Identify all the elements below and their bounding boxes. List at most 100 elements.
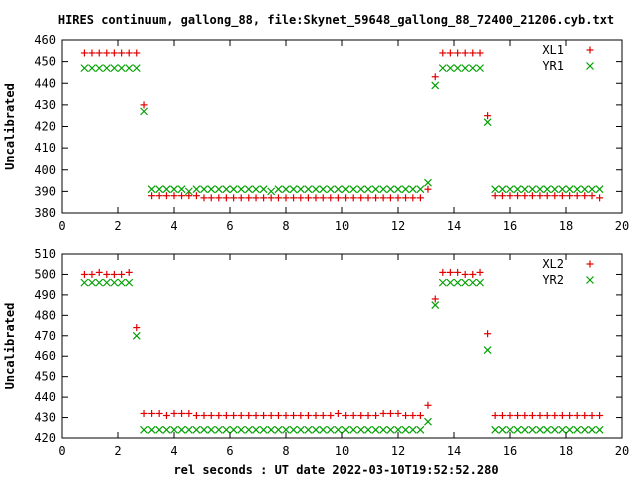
bottom-panel: 0 2 4 6 8 10 12 14 16 18 20 420 430 440 450 460 470 480 49… (3, 247, 629, 458)
x-tick-label: 10 (335, 444, 349, 458)
x-tick-label: 8 (282, 444, 289, 458)
data-point-yr2 (588, 425, 596, 434)
data-point-yr2 (483, 346, 492, 355)
data-point-xl1 (521, 192, 529, 200)
data-point-yr2 (528, 425, 537, 434)
data-point-yr2 (513, 425, 522, 434)
data-point-yr2 (312, 425, 320, 434)
figure-title: HIRES continuum, gallong_88, file:Skynet… (58, 13, 614, 28)
marker-stroke (214, 425, 223, 434)
data-point-xl1 (185, 192, 193, 200)
legend-label-xl2: XL2 (542, 257, 564, 271)
data-point-xl2 (140, 409, 148, 417)
data-point-xl2 (357, 412, 365, 420)
data-point-xl1 (80, 49, 88, 57)
marker-stroke (536, 425, 544, 434)
data-point-yr2 (222, 425, 231, 434)
data-point-yr2 (334, 425, 343, 434)
data-point-xl1 (192, 192, 200, 200)
y-tick-label: 460 (34, 33, 56, 47)
data-point-yr1 (588, 185, 596, 194)
data-point-xl1 (230, 194, 238, 202)
marker-stroke (588, 185, 596, 194)
data-point-yr1 (80, 64, 89, 73)
data-point-xl2 (178, 409, 186, 417)
legend-marker-yr1 (586, 62, 594, 70)
data-point-xl1 (566, 192, 574, 200)
marker-stroke (170, 425, 178, 434)
data-point-xl2 (88, 270, 96, 278)
data-point-yr1 (498, 185, 507, 194)
marker-stroke (252, 425, 260, 434)
marker-stroke (341, 185, 350, 194)
data-point-yr1 (312, 185, 320, 194)
data-point-yr1 (102, 64, 111, 73)
marker-stroke (431, 301, 440, 310)
marker-stroke (416, 425, 425, 434)
y-axis-label: Uncalibrated (3, 303, 17, 390)
y-tick-label: 420 (34, 431, 56, 445)
data-point-xl1 (140, 101, 148, 109)
data-point-xl2 (543, 412, 551, 420)
marker-stroke (80, 278, 89, 287)
data-point-xl2 (349, 412, 357, 420)
marker-stroke (379, 425, 388, 434)
data-point-yr2 (88, 278, 96, 287)
data-point-yr1 (364, 185, 372, 194)
data-point-yr1 (162, 185, 171, 194)
marker-stroke (274, 425, 283, 434)
marker-stroke (334, 425, 343, 434)
data-point-xl1 (282, 194, 290, 202)
data-point-xl2 (274, 412, 282, 420)
data-point-xl2 (424, 401, 432, 409)
data-point-xl1 (215, 194, 223, 202)
data-point-xl1 (431, 73, 439, 81)
data-point-xl2 (514, 412, 522, 420)
data-point-xl1 (416, 194, 424, 202)
marker-stroke (401, 425, 410, 434)
marker-stroke (229, 425, 238, 434)
data-point-xl1 (200, 194, 208, 202)
data-point-xl1 (379, 194, 387, 202)
data-point-xl1 (170, 192, 178, 200)
data-point-yr1 (438, 64, 447, 73)
data-point-xl2 (446, 268, 454, 276)
x-axis-label: rel seconds : UT date 2022-03-10T19:52:5… (173, 463, 498, 477)
marker-stroke (536, 185, 544, 194)
data-point-xl1 (558, 192, 566, 200)
marker-stroke (476, 278, 484, 287)
y-tick-label: 510 (34, 247, 56, 261)
data-point-yr2 (595, 425, 604, 434)
data-point-yr1 (125, 64, 134, 73)
data-point-yr1 (252, 185, 260, 194)
y-tick-label: 460 (34, 349, 56, 363)
legend-label-yr2: YR2 (542, 273, 564, 287)
data-point-xl2 (95, 268, 103, 276)
marker-stroke (162, 425, 171, 434)
marker-stroke (580, 425, 589, 434)
data-point-yr1 (214, 185, 223, 194)
data-point-yr1 (192, 185, 201, 194)
data-point-yr1 (140, 107, 148, 116)
marker-stroke (588, 425, 596, 434)
marker-stroke (184, 187, 193, 196)
data-point-xl1 (342, 194, 350, 202)
data-point-xl1 (357, 194, 365, 202)
marker-stroke (207, 425, 216, 434)
data-point-yr2 (80, 278, 89, 287)
x-tick-label: 20 (615, 219, 629, 233)
data-point-yr2 (349, 425, 358, 434)
data-point-xl2 (290, 412, 298, 420)
marker-stroke (147, 185, 156, 194)
marker-stroke (513, 185, 522, 194)
marker-stroke (408, 425, 417, 434)
data-point-yr2 (110, 278, 119, 287)
data-point-yr1 (565, 185, 574, 194)
marker-stroke (461, 278, 470, 287)
marker-stroke (244, 185, 253, 194)
marker-stroke (573, 185, 582, 194)
data-point-yr1 (528, 185, 537, 194)
data-point-xl2 (155, 409, 163, 417)
data-point-xl1 (581, 192, 589, 200)
marker-stroke (80, 64, 89, 73)
